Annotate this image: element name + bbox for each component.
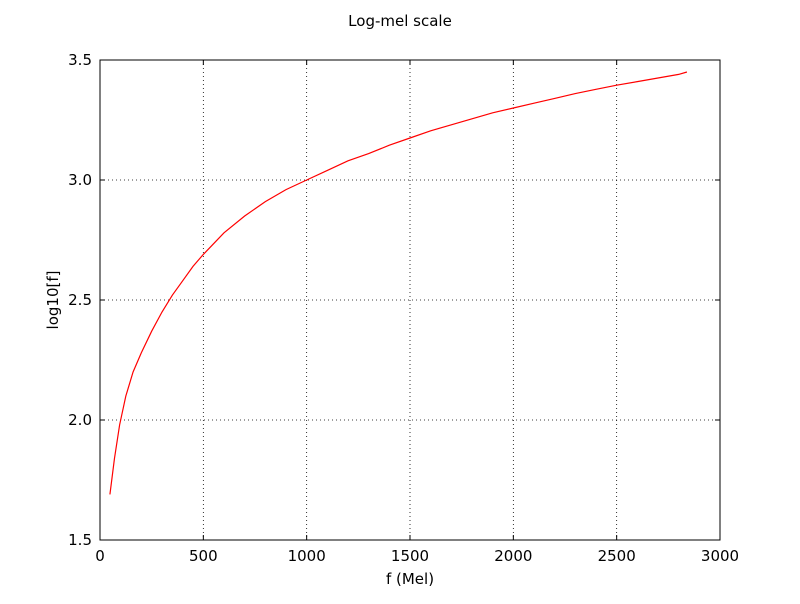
- y-tick-label: 1.5: [68, 531, 92, 549]
- x-tick-label: 2500: [598, 547, 636, 565]
- plot-border: [99, 59, 721, 541]
- chart-title: Log-mel scale: [348, 12, 452, 30]
- x-tick-label: 1000: [288, 547, 326, 565]
- y-tick-label: 3.0: [68, 171, 92, 189]
- x-axis-label: f (Mel): [386, 570, 434, 588]
- y-tick-label: 2.5: [68, 291, 92, 309]
- x-tick-label: 2000: [494, 547, 532, 565]
- y-tick-label: 3.5: [68, 51, 92, 69]
- series-layer: [109, 71, 688, 495]
- x-tick-label: 3000: [701, 547, 739, 565]
- y-axis-label: log10[f]: [44, 271, 62, 330]
- y-tick-label: 2.0: [68, 411, 92, 429]
- x-tick-label: 0: [95, 547, 105, 565]
- series-line: [109, 71, 688, 495]
- grid-layer: [100, 60, 720, 540]
- x-tick-label: 1500: [391, 547, 429, 565]
- tick-layer: 0 500 1000 1500 2000 2500 3000 1.5 2.0 2.5 3.0 3.5: [68, 51, 739, 565]
- x-tick-label: 500: [189, 547, 218, 565]
